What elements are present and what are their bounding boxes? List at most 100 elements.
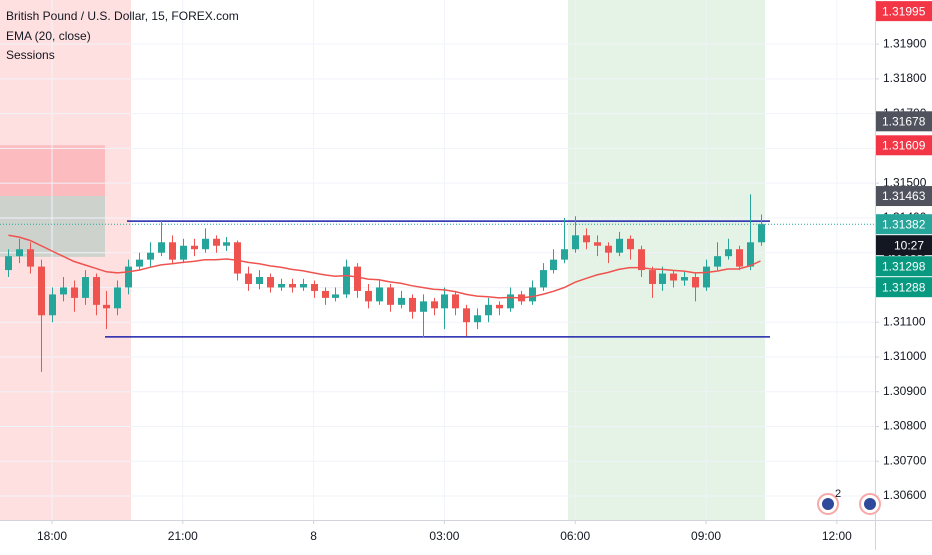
event-count: 2 <box>835 488 841 500</box>
chart-title: British Pound / U.S. Dollar, 15, FOREX.c… <box>6 9 239 23</box>
candle-body <box>213 238 220 246</box>
candle-body <box>376 287 383 302</box>
candle-body <box>550 259 557 271</box>
candle-body <box>125 266 132 288</box>
candle-body <box>398 297 405 305</box>
price-badge <box>876 1 932 22</box>
candle-body <box>605 245 612 253</box>
x-tick-label: 03:00 <box>429 529 459 543</box>
price-badge <box>876 214 932 235</box>
price-badge-label: 1.31298 <box>882 259 926 273</box>
price-badge-label: 1.31463 <box>882 189 926 203</box>
y-tick-label: 1.30800 <box>883 419 927 433</box>
candle-body <box>343 266 350 295</box>
price-badge-label: 1.31678 <box>882 114 926 128</box>
backgrounds <box>0 0 765 520</box>
stop-zone <box>0 145 105 197</box>
candle-body <box>692 277 699 288</box>
candle-body <box>223 242 230 246</box>
candle-body <box>496 304 503 309</box>
price-badge <box>876 256 932 277</box>
price-labels: 1.31995 1.31678 1.31609 1.31463 1.31382 10:27… <box>876 1 932 298</box>
price-badge-label: 1.31995 <box>882 4 926 18</box>
countdown-badge <box>876 235 932 256</box>
price-badge-label: 1.31288 <box>882 280 926 294</box>
candle-body <box>758 224 765 243</box>
y-tick-label: 1.31500 <box>883 175 927 189</box>
candle-body <box>452 294 459 309</box>
candle-body <box>16 249 23 257</box>
plot <box>0 194 875 372</box>
candle-body <box>736 249 743 267</box>
candle-body <box>431 301 438 309</box>
x-tick-label: 06:00 <box>560 529 590 543</box>
candle-body <box>529 287 536 302</box>
y-tick-label: 1.30900 <box>883 384 927 398</box>
candle-body <box>300 283 307 288</box>
candle-body <box>202 238 209 250</box>
grid <box>0 0 875 520</box>
candle-body <box>27 249 34 267</box>
candle-body <box>540 270 547 288</box>
candle-body <box>234 242 241 274</box>
y-tick-label: 1.30600 <box>883 488 927 502</box>
countdown-label: 10:27 <box>894 238 924 252</box>
candle-body <box>638 249 645 271</box>
candle-body <box>616 238 623 253</box>
target-zone <box>0 196 105 257</box>
price-badge-label: 1.31382 <box>882 217 926 231</box>
ema-legend: EMA (20, close) <box>6 29 91 43</box>
candle-body <box>714 256 721 267</box>
candle-body <box>245 273 252 284</box>
candle-body <box>747 242 754 267</box>
session-london <box>568 0 765 520</box>
candle-body <box>409 297 416 312</box>
candle-body <box>82 277 89 298</box>
candle-body <box>114 287 121 309</box>
candle-body <box>387 287 394 305</box>
sessions-legend: Sessions <box>6 48 55 62</box>
candle-body <box>485 304 492 316</box>
candle-body <box>256 277 263 284</box>
ema-line <box>8 234 761 299</box>
price-badge <box>876 186 932 207</box>
candle-body <box>267 277 274 288</box>
candle-body <box>136 259 143 267</box>
x-tick-label: 09:00 <box>691 529 721 543</box>
candle-body <box>191 245 198 250</box>
candle-body <box>93 277 100 305</box>
candle-body <box>354 266 361 291</box>
x-tick-label: 12:00 <box>822 529 852 543</box>
candle-body <box>572 235 579 250</box>
candle-body <box>659 273 666 284</box>
candle-body <box>158 242 165 253</box>
candle-body <box>670 273 677 281</box>
x-tick-label: 8 <box>310 529 317 543</box>
candle-body <box>507 294 514 309</box>
candle-body <box>649 270 656 284</box>
candle-body <box>583 235 590 243</box>
candle-body <box>180 245 187 260</box>
candle-body <box>441 294 448 309</box>
candle-body <box>332 294 339 298</box>
price-badge-label: 1.31609 <box>882 138 926 152</box>
candle-body <box>103 304 110 309</box>
candle-body <box>38 266 45 316</box>
y-tick-label: 1.31900 <box>883 36 927 50</box>
y-tick-label: 1.31000 <box>883 349 927 363</box>
candle-body <box>365 290 372 302</box>
candle-body <box>420 301 427 312</box>
candle-body <box>311 283 318 291</box>
y-tick-label: 1.30700 <box>883 453 927 467</box>
event-flag <box>822 498 834 510</box>
x-tick-label: 21:00 <box>168 529 198 543</box>
candle-body <box>49 294 56 316</box>
price-badge <box>876 111 932 132</box>
candle-body <box>5 256 12 271</box>
candle-body <box>627 238 634 250</box>
candle-body <box>681 277 688 281</box>
candle-body <box>71 287 78 298</box>
